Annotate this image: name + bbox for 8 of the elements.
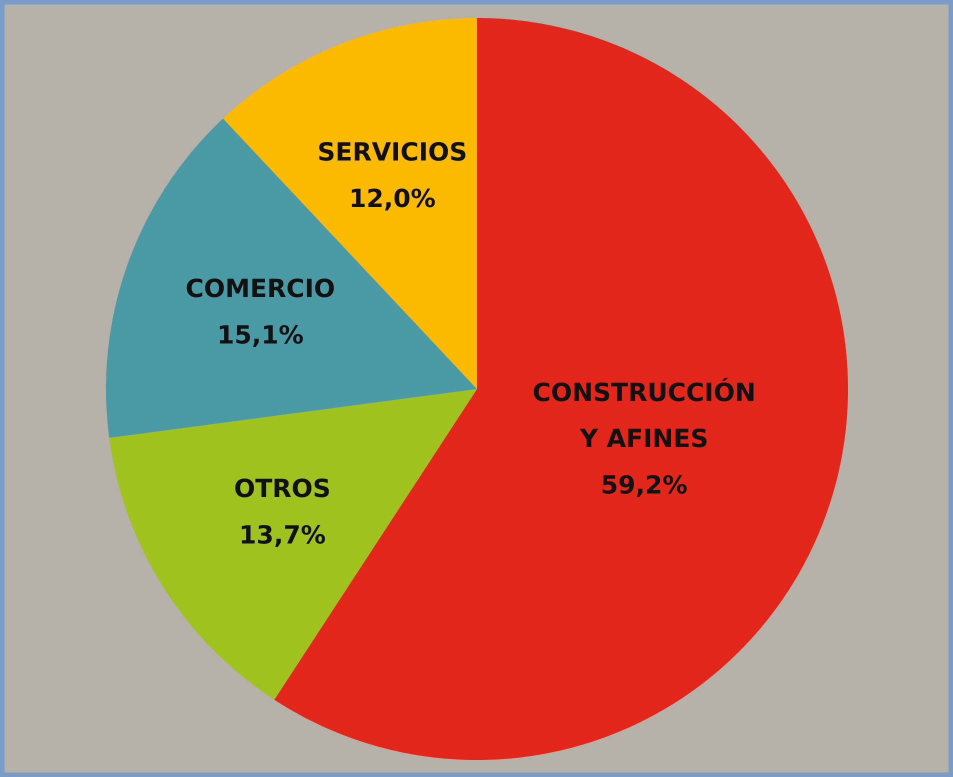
data-label: 15,1% <box>216 320 304 350</box>
data-label: 13,7% <box>239 520 326 550</box>
data-label: 59,2% <box>600 470 688 500</box>
data-label: 12,0% <box>348 184 436 213</box>
slice-label: OTROS <box>234 474 331 503</box>
slice-label: COMERCIO <box>185 274 336 304</box>
slice-label: SERVICIOS <box>317 137 468 166</box>
slice-label: CONSTRUCCIÓN Y AFINES <box>532 376 756 454</box>
